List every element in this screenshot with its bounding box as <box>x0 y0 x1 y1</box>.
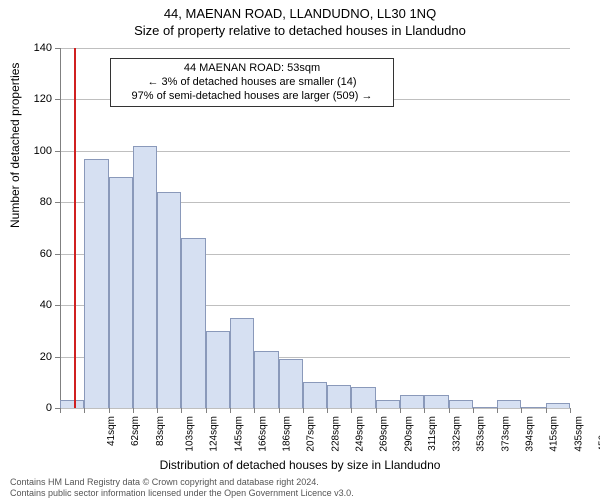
annotation-line: ← 3% of detached houses are smaller (14) <box>117 76 387 90</box>
xtick-label: 415sqm <box>549 416 560 452</box>
ytick-label: 20 <box>12 351 52 363</box>
histogram-bar <box>109 177 133 408</box>
ytick-label: 100 <box>12 145 52 157</box>
xtick-mark <box>157 408 158 413</box>
xtick-label: 207sqm <box>306 416 317 452</box>
xtick-label: 41sqm <box>106 416 117 446</box>
xtick-label: 435sqm <box>573 416 584 452</box>
xtick-label: 145sqm <box>233 416 244 452</box>
xtick-mark <box>230 408 231 413</box>
annotation-line: 97% of semi-detached houses are larger (… <box>117 90 387 104</box>
histogram-bar <box>60 400 84 408</box>
ytick-label: 60 <box>12 248 52 260</box>
histogram-bar <box>424 395 448 408</box>
xtick-mark <box>109 408 110 413</box>
xtick-label: 228sqm <box>330 416 341 452</box>
ytick-label: 140 <box>12 42 52 54</box>
subject-marker-line <box>74 48 76 408</box>
xtick-mark <box>254 408 255 413</box>
x-axis-label: Distribution of detached houses by size … <box>0 458 600 472</box>
histogram-bar <box>351 387 375 408</box>
ytick-label: 120 <box>12 93 52 105</box>
xtick-mark <box>84 408 85 413</box>
histogram-bar <box>376 400 400 408</box>
ytick-label: 40 <box>12 299 52 311</box>
xtick-mark <box>521 408 522 413</box>
histogram-bar <box>157 192 181 408</box>
xtick-label: 353sqm <box>476 416 487 452</box>
histogram-bar <box>521 407 545 408</box>
xtick-label: 249sqm <box>355 416 366 452</box>
ytick-label: 80 <box>12 196 52 208</box>
histogram-bar <box>449 400 473 408</box>
xtick-mark <box>181 408 182 413</box>
grid-line <box>60 48 570 49</box>
xtick-mark <box>424 408 425 413</box>
xtick-mark <box>351 408 352 413</box>
xtick-mark <box>497 408 498 413</box>
xtick-label: 62sqm <box>130 416 141 446</box>
histogram-bar <box>327 385 351 408</box>
xtick-mark <box>376 408 377 413</box>
xtick-mark <box>279 408 280 413</box>
page-title: 44, MAENAN ROAD, LLANDUDNO, LL30 1NQ <box>0 0 600 21</box>
histogram-bar <box>473 407 497 408</box>
histogram-bar <box>279 359 303 408</box>
footer-attribution: Contains HM Land Registry data © Crown c… <box>10 477 354 498</box>
xtick-label: 186sqm <box>282 416 293 452</box>
annotation-line: 44 MAENAN ROAD: 53sqm <box>117 62 387 76</box>
histogram-bar <box>230 318 254 408</box>
xtick-mark <box>133 408 134 413</box>
xtick-mark <box>473 408 474 413</box>
xtick-label: 83sqm <box>155 416 166 446</box>
histogram-bar <box>206 331 230 408</box>
histogram-bar <box>303 382 327 408</box>
footer-line-2: Contains public sector information licen… <box>10 488 354 498</box>
histogram-bar <box>84 159 108 408</box>
xtick-mark <box>303 408 304 413</box>
xtick-label: 373sqm <box>500 416 511 452</box>
ytick-label: 0 <box>12 402 52 414</box>
page-subtitle: Size of property relative to detached ho… <box>0 21 600 38</box>
histogram-bar <box>400 395 424 408</box>
histogram-bar <box>254 351 278 408</box>
xtick-mark <box>60 408 61 413</box>
histogram-bar <box>181 238 205 408</box>
histogram-bar <box>546 403 570 408</box>
xtick-mark <box>570 408 571 413</box>
xtick-label: 290sqm <box>403 416 414 452</box>
xtick-mark <box>546 408 547 413</box>
xtick-label: 394sqm <box>525 416 536 452</box>
xtick-mark <box>327 408 328 413</box>
xtick-mark <box>400 408 401 413</box>
chart-container: 44, MAENAN ROAD, LLANDUDNO, LL30 1NQ Siz… <box>0 0 600 500</box>
xtick-label: 311sqm <box>427 416 438 451</box>
xtick-mark <box>449 408 450 413</box>
y-axis-line <box>60 48 61 408</box>
histogram-bar <box>497 400 521 408</box>
footer-line-1: Contains HM Land Registry data © Crown c… <box>10 477 354 487</box>
xtick-mark <box>206 408 207 413</box>
xtick-label: 166sqm <box>257 416 268 452</box>
xtick-label: 103sqm <box>185 416 196 452</box>
xtick-label: 124sqm <box>209 416 220 452</box>
xtick-label: 269sqm <box>379 416 390 452</box>
annotation-box: 44 MAENAN ROAD: 53sqm← 3% of detached ho… <box>110 58 394 107</box>
plot-area: 02040608010012014041sqm62sqm83sqm103sqm1… <box>60 48 570 408</box>
xtick-label: 332sqm <box>452 416 463 452</box>
histogram-bar <box>133 146 157 408</box>
grid-line <box>60 408 570 409</box>
